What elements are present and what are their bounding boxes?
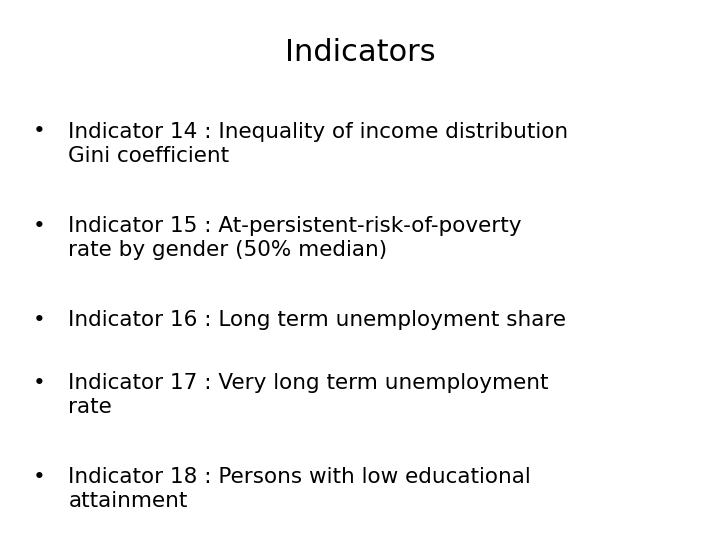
Text: Indicators: Indicators [284, 38, 436, 67]
Text: Indicator 16 : Long term unemployment share: Indicator 16 : Long term unemployment sh… [68, 310, 567, 330]
Text: Indicator 17 : Very long term unemployment
rate: Indicator 17 : Very long term unemployme… [68, 373, 549, 416]
Text: •: • [33, 216, 46, 236]
Text: Indicator 15 : At-persistent-risk-of-poverty
rate by gender (50% median): Indicator 15 : At-persistent-risk-of-pov… [68, 216, 522, 260]
Text: •: • [33, 467, 46, 487]
Text: •: • [33, 373, 46, 393]
Text: •: • [33, 310, 46, 330]
Text: Indicator 14 : Inequality of income distribution
Gini coefficient: Indicator 14 : Inequality of income dist… [68, 122, 569, 165]
Text: •: • [33, 122, 46, 141]
Text: Indicator 18 : Persons with low educational
attainment: Indicator 18 : Persons with low educatio… [68, 467, 531, 511]
